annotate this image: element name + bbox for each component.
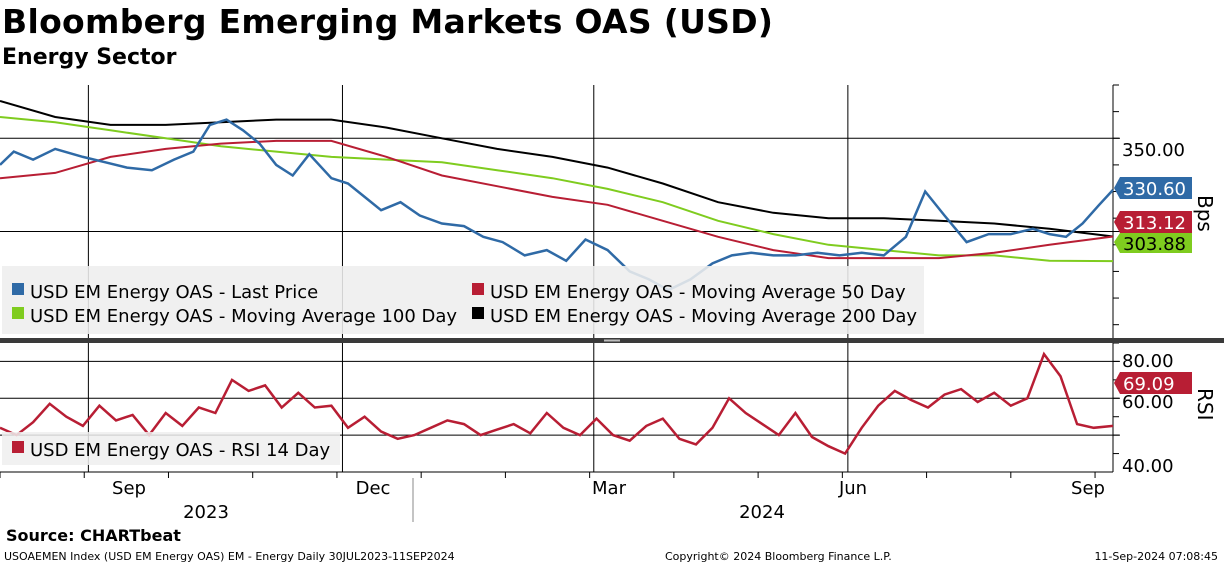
series-layer: [0, 100, 1114, 456]
badge-rsi-bg: [1114, 372, 1192, 394]
xtick-mar: Mar: [592, 478, 627, 499]
series-ma200: [0, 100, 1114, 238]
legend-ma100: USD EM Energy OAS - Moving Average 100 D…: [30, 306, 457, 327]
series-rsi: [0, 351, 1114, 456]
chart-subtitle: Energy Sector: [2, 45, 177, 70]
legend-rsi: USD EM Energy OAS - RSI 14 Day: [30, 440, 331, 461]
upper-legend: USD EM Energy OAS - Last Price USD EM En…: [2, 266, 924, 334]
x-axis: Sep Dec Mar Jun Sep 2023 2024: [112, 478, 1105, 523]
lower-ytick-60: 60.00: [1122, 392, 1174, 413]
source-note: Source: CHARTbeat: [6, 526, 181, 545]
badge-rsi: 69.09: [1123, 374, 1175, 395]
series-ma50: [0, 139, 1114, 260]
series-ma100: [0, 116, 1114, 263]
lower-ytick-80: 80.00: [1122, 351, 1174, 372]
chart-title: Bloomberg Emerging Markets OAS (USD): [2, 2, 774, 41]
badge-ma50: 313.12: [1123, 213, 1186, 234]
badge-last-price: 330.60: [1123, 179, 1186, 200]
badge-last-price-bg: [1114, 177, 1192, 199]
rsi-legend-background: [2, 432, 340, 465]
upper-ytick-350: 350.00: [1122, 140, 1185, 161]
y-axis-title-rsi: RSI: [1193, 388, 1217, 421]
year-2024: 2024: [739, 502, 785, 523]
legend-background: [2, 266, 924, 334]
lower-legend: USD EM Energy OAS - RSI 14 Day: [2, 432, 340, 465]
legend-swatch-ma100: [12, 307, 24, 319]
footer-timestamp: 11-Sep-2024 07:08:45: [1094, 550, 1218, 563]
badge-ma100: 303.88: [1123, 234, 1186, 255]
xtick-dec: Dec: [356, 478, 391, 499]
legend-swatch-last-price: [12, 283, 24, 295]
legend-swatch-ma200: [472, 307, 484, 319]
footer-index-info: USOAEMEN Index (USD EM Energy OAS) EM - …: [4, 550, 455, 563]
legend-swatch-rsi: [12, 441, 24, 453]
legend-swatch-ma50: [472, 283, 484, 295]
legend-ma200: USD EM Energy OAS - Moving Average 200 D…: [490, 306, 917, 327]
xtick-jun: Jun: [838, 478, 867, 499]
panel-resize-handle[interactable]: [604, 339, 620, 342]
y-axis-title-bps: Bps: [1193, 195, 1217, 232]
badge-ma100-bg: [1114, 233, 1192, 253]
footer-copyright: Copyright© 2024 Bloomberg Finance L.P.: [665, 550, 892, 563]
xtick-sep-2024: Sep: [1071, 478, 1105, 499]
legend-ma50: USD EM Energy OAS - Moving Average 50 Da…: [490, 282, 906, 303]
series-last-price: [0, 118, 1114, 292]
year-2023: 2023: [183, 502, 229, 523]
last-value-badges: 330.60 303.88 313.12 69.09: [1114, 177, 1192, 395]
lower-ytick-40: 40.00: [1122, 456, 1174, 477]
badge-ma50-bg: [1114, 211, 1192, 233]
legend-last-price: USD EM Energy OAS - Last Price: [30, 282, 318, 303]
xtick-sep-2023: Sep: [112, 478, 146, 499]
